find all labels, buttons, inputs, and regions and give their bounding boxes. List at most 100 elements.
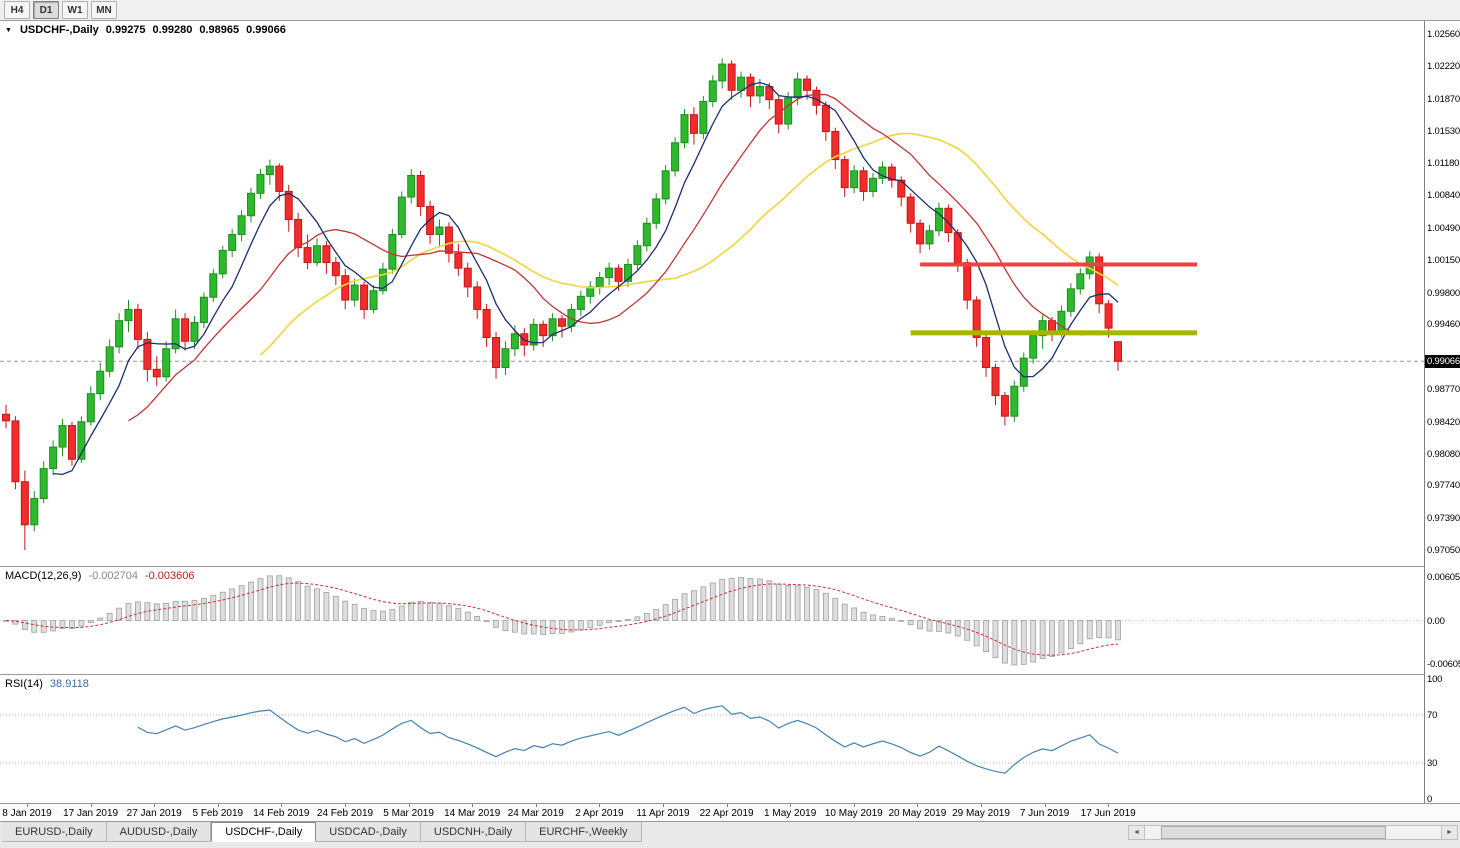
panel-separator[interactable] — [0, 674, 1460, 675]
ma-mid-line — [128, 93, 1119, 422]
date-axis-label: 5 Feb 2019 — [192, 808, 244, 819]
macd-panel: MACD(12,26,9) -0.002704 -0.003606 — [0, 567, 1424, 674]
symbol-dropdown-icon[interactable]: ▼ — [5, 26, 12, 34]
date-axis-label: 2 Apr 2019 — [575, 808, 624, 819]
tab-bar: EURUSD-,Daily AUDUSD-,Daily USDCHF-,Daily U… — [0, 821, 1460, 848]
date-axis-label: 22 Apr 2019 — [699, 808, 754, 819]
rsi-axis-label: 30 — [1427, 758, 1438, 769]
price-axis-label: 0.97050 — [1427, 545, 1460, 557]
macd-signal-line — [5, 582, 1119, 656]
date-axis-tick — [599, 804, 601, 807]
timeframe-button-d1[interactable]: D1 — [33, 1, 59, 19]
resistance-line[interactable] — [920, 262, 1197, 267]
ohlc-high: 0.99280 — [152, 24, 193, 36]
rsi-header: RSI(14) 38.9118 — [5, 678, 89, 690]
macd-axis-label: 0.0060580 — [1427, 572, 1460, 584]
date-axis-label: 24 Feb 2019 — [316, 808, 374, 819]
date-axis-label: 5 Mar 2019 — [383, 808, 434, 819]
macd-axis-label: -0.0060596 — [1427, 658, 1460, 670]
date-axis-tick — [345, 804, 346, 807]
tab-usdcnh-daily[interactable]: USDCNH-,Daily — [420, 822, 527, 842]
price-axis-label: 1.01870 — [1427, 93, 1460, 105]
date-axis-tick — [472, 804, 474, 807]
chart-header: ▼ USDCHF-,Daily 0.99275 0.99280 0.98965 … — [5, 24, 286, 36]
date-axis-tick — [981, 804, 982, 807]
tab-usdcad-daily[interactable]: USDCAD-,Daily — [316, 822, 421, 842]
date-axis-label: 14 Feb 2019 — [253, 808, 310, 819]
current-price-label: 0.99066 — [1425, 355, 1460, 369]
rsi-label: RSI(14) — [5, 678, 43, 690]
date-axis-tick — [535, 804, 537, 807]
support-line[interactable] — [910, 330, 1197, 336]
tab-usdchf-daily[interactable]: USDCHF-,Daily — [211, 822, 317, 842]
price-axis-label: 0.99800 — [1427, 287, 1460, 299]
scrollbar-thumb[interactable] — [1161, 826, 1386, 839]
macd-value-main: -0.002704 — [88, 570, 138, 582]
date-axis[interactable]: 8 Jan 2019 17 Jan 2019 27 Jan 2019 5 Feb 20… — [0, 803, 1424, 821]
price-axis-label: 0.98770 — [1427, 384, 1460, 395]
horizontal-scrollbar[interactable]: ◄ ► — [1128, 825, 1458, 840]
price-axis[interactable]: 1.02560 1.02220 1.01870 1.01530 1.01180 1.008… — [1424, 21, 1460, 803]
rsi-canvas — [0, 705, 1424, 774]
date-axis-label: 10 May 2019 — [824, 808, 883, 819]
scroll-left-button[interactable]: ◄ — [1129, 826, 1145, 839]
date-axis-tick — [90, 804, 92, 807]
date-axis-label: 20 May 2019 — [888, 808, 947, 819]
scrollbar-track[interactable] — [1145, 826, 1441, 839]
date-axis-tick — [790, 804, 792, 807]
timeframe-toolbar: H4 D1 W1 MN — [0, 0, 1460, 21]
price-axis-label: 0.97390 — [1427, 513, 1460, 525]
date-axis-label: 17 Jan 2019 — [63, 808, 119, 819]
price-chart-canvas[interactable] — [0, 21, 1424, 566]
price-axis-label: 1.02220 — [1427, 60, 1460, 72]
macd-value-signal: -0.003606 — [144, 570, 195, 582]
date-axis-tick — [853, 804, 855, 807]
price-axis-label: 0.99460 — [1427, 319, 1460, 331]
date-axis-tick — [408, 804, 410, 807]
date-axis-tick — [154, 804, 156, 807]
date-axis-label: 8 Jan 2019 — [2, 808, 52, 819]
rsi-panel: RSI(14) 38.9118 — [0, 675, 1424, 803]
price-axis-label: 0.98080 — [1427, 448, 1460, 460]
timeframe-button-w1[interactable]: W1 — [62, 1, 88, 19]
date-axis-tick — [281, 804, 283, 807]
date-axis-label: 27 Jan 2019 — [126, 808, 182, 819]
panel-separator[interactable] — [0, 566, 1460, 567]
timeframe-button-mn[interactable]: MN — [91, 1, 117, 19]
date-axis-tick — [1108, 804, 1110, 807]
candlesticks — [2, 58, 1122, 551]
price-axis-label: 0.97740 — [1427, 480, 1460, 492]
price-axis-label: 1.01180 — [1427, 158, 1460, 170]
axis-corner — [1424, 803, 1460, 821]
rsi-axis-label: 100 — [1427, 674, 1443, 685]
date-axis-label: 11 Apr 2019 — [636, 808, 690, 819]
date-axis-label: 24 Mar 2019 — [507, 808, 564, 819]
tab-audusd-daily[interactable]: AUDUSD-,Daily — [106, 822, 212, 842]
ohlc-low: 0.98965 — [199, 24, 240, 36]
macd-header: MACD(12,26,9) -0.002704 -0.003606 — [5, 570, 195, 582]
macd-axis-label: 0.00 — [1427, 615, 1445, 627]
timeframe-button-h4[interactable]: H4 — [4, 1, 30, 19]
chart-window: ▼ USDCHF-,Daily 0.99275 0.99280 0.98965 … — [0, 21, 1424, 803]
macd-canvas — [0, 575, 1424, 666]
date-axis-label: 1 May 2019 — [764, 808, 817, 819]
scroll-right-button[interactable]: ► — [1441, 826, 1457, 839]
tab-eurchf-weekly[interactable]: EURCHF-,Weekly — [526, 822, 642, 842]
date-axis-tick — [917, 804, 919, 807]
date-axis-label: 14 Mar 2019 — [444, 808, 501, 819]
chart-tabs: EURUSD-,Daily AUDUSD-,Daily USDCHF-,Daily U… — [2, 822, 642, 842]
date-axis-tick — [1044, 804, 1046, 807]
price-axis-label: 1.02560 — [1427, 29, 1460, 41]
price-axis-label: 1.00150 — [1427, 254, 1460, 266]
rsi-line — [137, 705, 1119, 774]
price-chart-panel[interactable]: ▼ USDCHF-,Daily 0.99275 0.99280 0.98965 … — [0, 21, 1424, 566]
date-axis-label: 7 Jun 2019 — [1019, 808, 1070, 819]
date-axis-tick — [726, 804, 728, 807]
date-axis-label: 29 May 2019 — [952, 808, 1010, 819]
tab-eurusd-daily[interactable]: EURUSD-,Daily — [2, 822, 107, 842]
ma-slow-line — [259, 132, 1119, 356]
rsi-value: 38.9118 — [49, 678, 89, 690]
symbol-name: USDCHF-,Daily — [19, 24, 99, 36]
ohlc-open: 0.99275 — [105, 24, 146, 36]
